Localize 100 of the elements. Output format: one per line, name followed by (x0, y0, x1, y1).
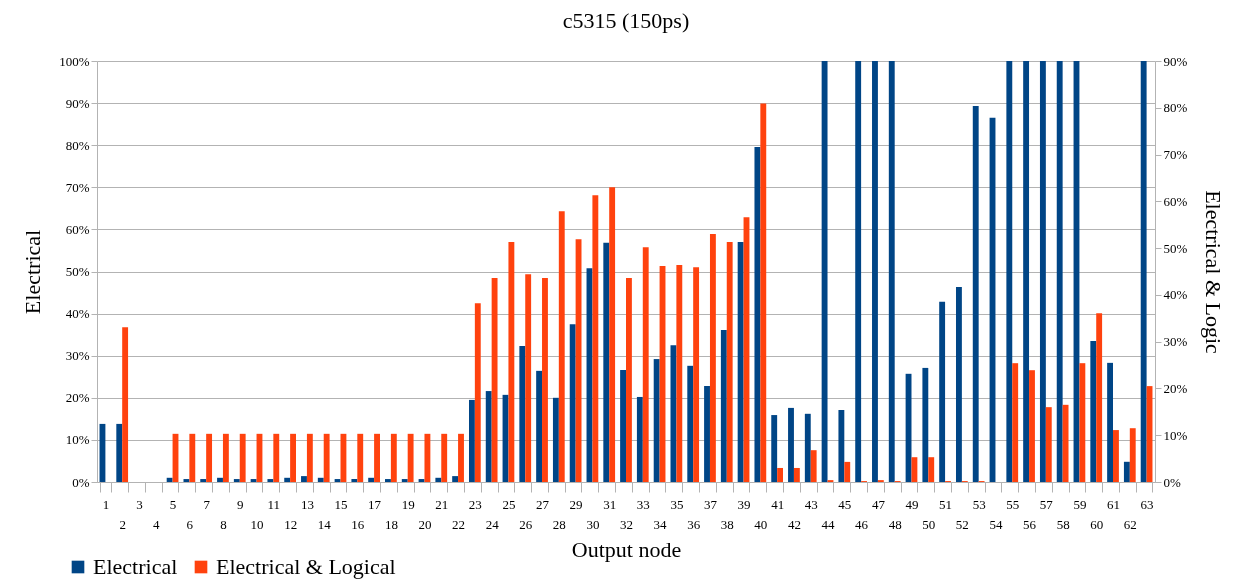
bar (1107, 362, 1114, 482)
bar (222, 433, 229, 482)
x-tick-label: 50 (922, 516, 936, 532)
y-tick-label: 0% (72, 474, 90, 490)
x-tick-label: 30 (586, 516, 600, 532)
y-tick-label: 70% (65, 179, 90, 195)
x-tick-label: 44 (821, 516, 836, 532)
bar (306, 433, 313, 482)
y-tick-label: 10% (65, 432, 90, 448)
x-tick-label: 22 (452, 516, 466, 532)
x-tick-label: 51 (939, 496, 953, 512)
bar (1056, 61, 1063, 482)
x-tick-label: 60 (1090, 516, 1104, 532)
bar (872, 61, 878, 482)
bar (771, 415, 778, 482)
bar (1129, 428, 1136, 482)
bar (233, 479, 240, 482)
bar (441, 433, 448, 482)
bar (1023, 61, 1030, 482)
y2-tick-label: 60% (1163, 193, 1188, 209)
x-tick-label: 18 (384, 516, 398, 532)
bar (804, 413, 811, 482)
bar (284, 477, 291, 482)
bar (452, 476, 459, 482)
x-tick-label: 1 (102, 496, 110, 512)
bar (1039, 61, 1046, 482)
x-tick-label: 54 (989, 516, 1003, 532)
x-tick-label: 39 (737, 496, 751, 512)
bar (217, 477, 223, 482)
bar (374, 433, 380, 482)
bar (793, 467, 800, 482)
chart-title: c5315 (150ps) (562, 8, 690, 33)
y2-tick-label: 0% (1163, 474, 1181, 490)
x-tick-label: 29 (569, 496, 583, 512)
bar (122, 327, 129, 482)
x-tick-label: 5 (169, 496, 177, 512)
y2-tick-label: 70% (1163, 147, 1188, 163)
x-tick-label: 11 (267, 496, 281, 512)
bar (777, 467, 784, 482)
bar (1006, 61, 1013, 482)
x-tick-label: 49 (905, 496, 919, 512)
bar (922, 367, 929, 482)
x-tick-label: 13 (300, 496, 314, 512)
x-tick-label: 25 (502, 496, 516, 512)
bar (838, 410, 845, 482)
bar (351, 479, 358, 482)
x-tick-label: 10 (250, 516, 264, 532)
y2-tick-label: 50% (1163, 240, 1188, 256)
y2-tick-label: 80% (1163, 100, 1188, 116)
bar (788, 407, 794, 482)
y2-tick-label: 30% (1163, 334, 1188, 350)
x-tick-label: 3 (136, 496, 143, 512)
bar (552, 397, 559, 482)
bar (1045, 407, 1052, 482)
x-tick-label: 19 (401, 496, 415, 512)
y-tick-label: 100% (59, 53, 90, 69)
bar (855, 61, 862, 482)
bar (558, 211, 565, 482)
bar (1079, 363, 1086, 482)
bar (458, 433, 464, 482)
bar (844, 461, 851, 482)
bar (709, 234, 716, 482)
x-tick-label: 34 (653, 516, 668, 532)
bar (267, 479, 274, 482)
y-tick-label: 80% (65, 137, 90, 153)
y-tick-label: 90% (65, 95, 90, 111)
bar (508, 242, 515, 482)
bar (239, 433, 246, 482)
legend-label: Electrical (93, 554, 178, 579)
y-axis-title: Electrical (20, 229, 46, 315)
x-tick-label: 63 (1140, 496, 1154, 512)
bar (368, 477, 375, 482)
bar (407, 433, 414, 482)
x-tick-label: 45 (838, 496, 852, 512)
x-tick-label: 61 (1107, 496, 1121, 512)
bar (390, 433, 397, 482)
x-tick-label: 59 (1073, 496, 1087, 512)
x-tick-label: 28 (552, 516, 566, 532)
bar (474, 303, 481, 482)
bar (323, 433, 330, 482)
x-tick-label: 16 (351, 516, 365, 532)
x-tick-label: 53 (972, 496, 986, 512)
x-tick-label: 2 (119, 516, 126, 532)
x-tick-label: 41 (771, 496, 785, 512)
x-tick-label: 33 (636, 496, 650, 512)
bar (642, 247, 649, 482)
y-tick-label: 20% (65, 390, 90, 406)
bar (1029, 370, 1035, 482)
x-tick-label: 38 (720, 516, 734, 532)
bar (972, 106, 979, 482)
x-tick-label: 4 (153, 516, 161, 532)
bar (183, 479, 190, 482)
y2-tick-label: 90% (1163, 53, 1188, 69)
x-tick-label: 14 (317, 516, 332, 532)
x-tick-label: 48 (888, 516, 902, 532)
bar (888, 61, 895, 482)
x-tick-label: 21 (435, 496, 449, 512)
bar (250, 479, 257, 482)
bar (956, 287, 962, 482)
x-tick-label: 24 (485, 516, 500, 532)
